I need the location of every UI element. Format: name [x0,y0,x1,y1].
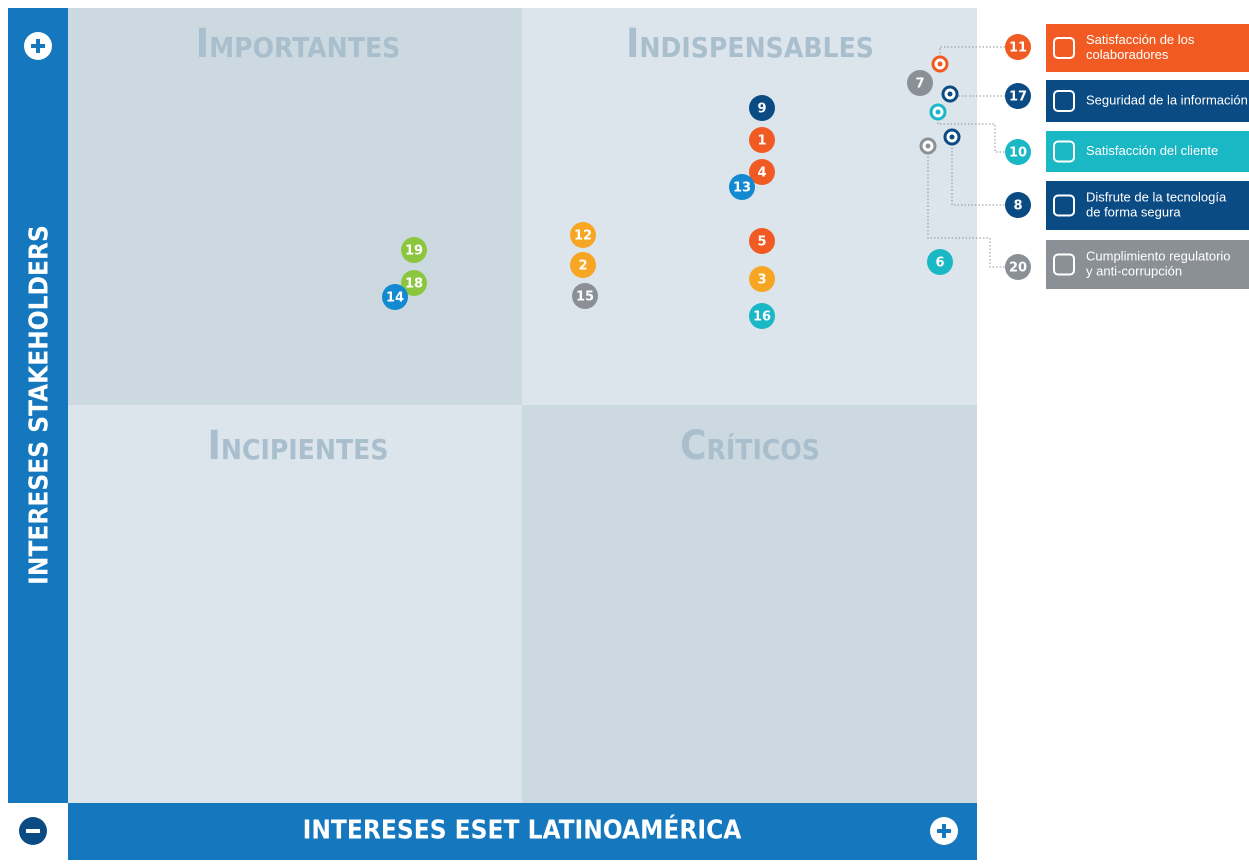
ring-dots [925,61,955,149]
legend-label: Satisfacción de los [1086,32,1195,47]
node [570,252,596,278]
node [749,303,775,329]
quadrant-title: Críticos [680,423,820,469]
node [401,270,427,296]
node-label: 18 [405,277,423,292]
legend-number-bg [1005,34,1031,60]
legend-icon [1053,90,1075,112]
plus-icon [930,817,958,845]
legend-label: y anti-corrupción [1086,263,1182,278]
legend-number: 10 [1009,146,1027,161]
node-label: 14 [386,291,404,306]
quadrant-bg [522,405,977,803]
legend-label: Cumplimiento regulatorio [1086,248,1231,263]
legend-icon [1053,253,1075,276]
legend-icon [1053,37,1075,59]
node-label: 19 [405,244,423,259]
legend-box [1046,131,1249,172]
node [401,237,427,263]
node-label: 15 [576,290,594,305]
legend-number-bg [1005,139,1031,165]
legend-label: Disfrute de la tecnología [1086,189,1227,204]
node-label: 5 [757,235,766,250]
node-label: 6 [935,256,944,271]
node [749,127,775,153]
quadrant-bg [68,405,522,803]
node-label: 3 [757,273,766,288]
node [749,266,775,292]
node [570,222,596,248]
quadrant-bg [68,8,522,405]
node-label: 12 [574,229,592,244]
x-axis-title: INTERESES ESET LATINOAMÉRICA [303,814,742,846]
node-label: 13 [733,181,751,196]
legend-number: 8 [1013,199,1022,214]
quadrant-title: Importantes [196,21,401,67]
quadrant-bg [522,8,977,405]
legend-label: colaboradores [1086,47,1169,62]
legend-box [1046,240,1249,289]
minus-icon [19,817,47,845]
x-axis-bar [68,803,977,860]
node-label: 1 [757,134,766,149]
quadrant-title: Incipientes [208,423,389,469]
quadrant-title: Indispensables [626,21,874,67]
legend-box [1046,24,1249,72]
legend-number: 20 [1009,261,1027,276]
node [729,174,755,200]
node [749,159,775,185]
node-label: 16 [753,310,771,325]
y-axis-title: INTERESES STAKEHOLDERS [25,225,55,585]
legend-box [1046,80,1249,122]
node [382,284,408,310]
y-axis-bar [8,8,68,803]
legend-label: de forma segura [1086,204,1181,219]
legend-number-bg [1005,254,1031,280]
legend-icon [1053,194,1075,217]
legend-label: Seguridad de la información [1086,92,1248,107]
legend-number: 17 [1009,90,1027,105]
legend-label: Satisfacción del cliente [1086,143,1218,158]
legend-number-bg [1005,192,1031,218]
node [572,283,598,309]
legend-box [1046,181,1249,230]
node-label: 7 [915,77,924,92]
node [907,70,933,96]
node [749,228,775,254]
legend-number-bg [1005,83,1031,109]
node [749,95,775,121]
node [927,249,953,275]
node-label: 9 [757,102,766,117]
plus-icon [24,32,52,60]
node-label: 4 [757,166,766,181]
node-label: 2 [578,259,587,274]
legend-number: 11 [1009,41,1027,56]
legend-icon [1053,140,1075,163]
